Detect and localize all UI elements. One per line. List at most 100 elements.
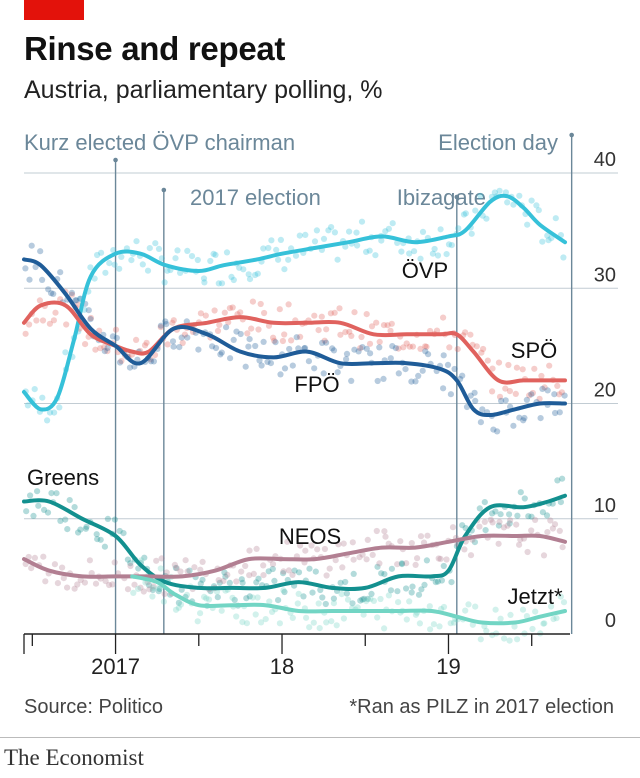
poll-dot <box>133 238 140 245</box>
poll-dot <box>116 265 123 272</box>
poll-dot <box>57 269 64 276</box>
poll-dot <box>182 557 189 564</box>
poll-dot <box>233 578 240 585</box>
poll-dot <box>513 521 520 528</box>
poll-dot <box>334 256 341 263</box>
series-line-4 <box>22 533 567 579</box>
poll-dot <box>316 625 323 632</box>
poll-dot <box>212 251 219 258</box>
poll-dot <box>157 322 164 329</box>
poll-dot <box>279 337 286 345</box>
poll-dot <box>111 261 118 268</box>
poll-dot <box>250 570 257 578</box>
y-tick-label-40: 40 <box>594 149 616 171</box>
poll-dot <box>380 375 387 382</box>
poll-dot <box>37 248 44 255</box>
poll-dot <box>417 345 424 352</box>
poll-dot <box>144 267 152 274</box>
poll-dot <box>351 346 358 353</box>
poll-dot <box>71 585 78 592</box>
poll-dot <box>403 340 410 347</box>
poll-dot <box>502 189 509 196</box>
poll-dot <box>477 419 484 426</box>
poll-dot <box>44 509 52 516</box>
poll-dot <box>238 576 245 583</box>
poll-dot <box>106 581 113 589</box>
poll-dot <box>389 220 396 227</box>
poll-dot <box>48 490 55 497</box>
poll-dot <box>514 636 521 643</box>
poll-dot <box>559 544 566 551</box>
poll-dot <box>348 332 355 339</box>
polling-chart: 0 10 20 30 40 Kurz elected ÖVP chairman 2017 … <box>22 130 618 679</box>
poll-dot <box>376 344 383 351</box>
poll-dot <box>281 588 288 596</box>
footnote: *Ran as PILZ in 2017 election <box>349 696 614 718</box>
poll-dot <box>378 237 385 244</box>
poll-dot <box>505 361 512 369</box>
poll-dot <box>230 276 237 284</box>
series-line-3 <box>22 493 567 591</box>
poll-dot <box>529 625 536 633</box>
poll-dot <box>489 365 496 372</box>
poll-dot <box>437 555 444 563</box>
poll-dot <box>39 317 47 324</box>
poll-dot <box>311 365 318 372</box>
poll-dot <box>376 338 383 345</box>
poll-dot <box>538 372 545 380</box>
poll-dot <box>35 502 42 509</box>
poll-dot <box>171 561 178 569</box>
poll-dot <box>330 600 337 607</box>
poll-dot <box>451 365 458 373</box>
poll-dot <box>384 322 391 329</box>
poll-dot <box>368 590 375 598</box>
poll-dot <box>28 565 35 572</box>
poll-dot <box>300 593 307 600</box>
event-label-2: Ibizagate <box>397 185 486 210</box>
poll-dot <box>320 370 327 377</box>
poll-dot <box>242 562 249 570</box>
poll-dot <box>328 224 335 231</box>
poll-dot <box>269 565 276 573</box>
poll-dot <box>106 260 113 267</box>
poll-dot <box>179 339 186 347</box>
poll-dot <box>516 192 523 199</box>
poll-dot <box>403 585 410 592</box>
poll-dot <box>502 397 509 404</box>
poll-dot <box>315 600 322 607</box>
poll-dot <box>285 256 292 263</box>
poll-dot <box>155 588 162 595</box>
poll-dot <box>45 286 52 293</box>
poll-dot <box>482 527 489 534</box>
poll-dot <box>510 201 517 208</box>
source-note: Source: Politico <box>24 696 163 718</box>
poll-dot <box>436 623 443 630</box>
poll-dot <box>531 365 538 372</box>
poll-dot <box>553 615 560 622</box>
poll-dot <box>85 307 92 314</box>
poll-dot <box>257 300 264 308</box>
poll-dot <box>31 386 38 393</box>
poll-dot <box>131 581 138 588</box>
poll-dot <box>519 366 526 373</box>
poll-dot <box>356 554 363 561</box>
poll-dot <box>472 603 479 610</box>
series-line-5 <box>130 574 567 626</box>
poll-dot <box>512 390 519 397</box>
poll-dot <box>315 327 322 334</box>
poll-dot <box>54 580 62 587</box>
poll-dot <box>275 597 282 604</box>
poll-dot <box>424 532 431 539</box>
poll-dot <box>272 339 279 346</box>
poll-dot <box>323 572 330 579</box>
poll-dot <box>36 297 44 304</box>
poll-dot <box>258 619 265 626</box>
poll-dot <box>23 508 30 515</box>
poll-dot <box>425 351 432 358</box>
poll-dot <box>141 342 149 349</box>
poll-dot <box>363 345 370 352</box>
poll-dot <box>186 567 193 574</box>
poll-dot <box>226 305 233 312</box>
poll-dot <box>309 589 316 596</box>
poll-dot <box>303 614 310 621</box>
